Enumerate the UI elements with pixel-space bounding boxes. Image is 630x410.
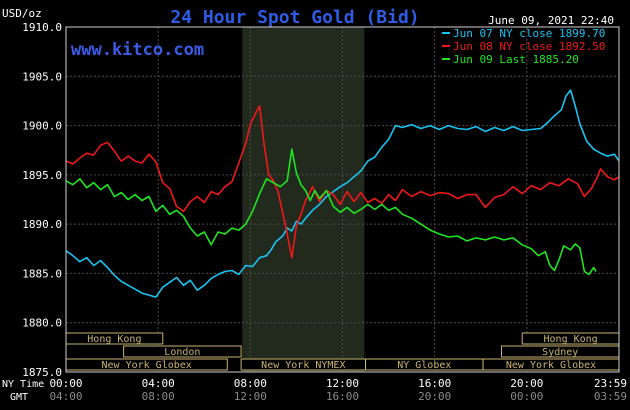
x-tick-label-gmt: 16:00 (326, 390, 359, 403)
x-tick-label-ny: 16:00 (418, 377, 451, 390)
session-bar-label: New York NYMEX (261, 360, 345, 371)
session-bar-label: New York Globex (506, 360, 596, 371)
y-tick-label: 1875.0 (22, 366, 62, 379)
x-tick-label-gmt: 00:00 (510, 390, 543, 403)
session-bar-label: Sydney (542, 347, 578, 358)
x-tick-label-ny: 00:00 (49, 377, 82, 390)
series-line-1 (65, 105, 620, 259)
gmt-label: GMT (10, 392, 28, 403)
y-tick-label: 1905.0 (22, 70, 62, 83)
x-tick-label-ny: 12:00 (326, 377, 359, 390)
y-tick-label: 1900.0 (22, 120, 62, 133)
y-tick-label: 1895.0 (22, 169, 62, 182)
x-tick-label-gmt: 12:00 (234, 390, 267, 403)
series-line-2 (65, 148, 597, 276)
legend-entry: Jun 07 NY close 1899.70 (453, 27, 605, 40)
y-tick-label: 1880.0 (22, 317, 62, 330)
x-tick-label-ny: 04:00 (142, 377, 175, 390)
x-tick-label-gmt: 08:00 (142, 390, 175, 403)
y-tick-label: 1885.0 (22, 267, 62, 280)
session-bar-label: Hong Kong (544, 334, 598, 345)
session-bar-label: NY Globex (397, 360, 451, 371)
nymex-session-band (242, 27, 365, 372)
legend-entry: Jun 08 NY close 1892.50 (453, 40, 605, 53)
plot-frame (65, 26, 620, 373)
x-tick-label-gmt: 04:00 (49, 390, 82, 403)
session-bar-label: London (164, 347, 200, 358)
legend-entry: Jun 09 Last 1885.20 (453, 53, 579, 66)
x-tick-label-ny: 23:59 (594, 377, 627, 390)
session-bar-label: New York Globex (101, 360, 191, 371)
x-tick-label-ny: 20:00 (510, 377, 543, 390)
x-tick-label-gmt: 03:59 (594, 390, 627, 403)
site-watermark: www.kitco.com (71, 40, 204, 60)
y-tick-label: 1890.0 (22, 218, 62, 231)
chart-title: 24 Hour Spot Gold (Bid) (170, 7, 419, 28)
x-tick-label-ny: 08:00 (234, 377, 267, 390)
session-bar (123, 345, 242, 358)
date-label: June 09, 2021 22:40 (488, 14, 614, 27)
unit-label: USD/oz (2, 7, 42, 20)
ny-time-label: NY Time (2, 379, 44, 390)
x-tick-label-gmt: 20:00 (418, 390, 451, 403)
y-tick-label: 1910.0 (22, 21, 62, 34)
series-line-0 (65, 89, 620, 298)
session-bar-label: Hong Kong (87, 334, 141, 345)
